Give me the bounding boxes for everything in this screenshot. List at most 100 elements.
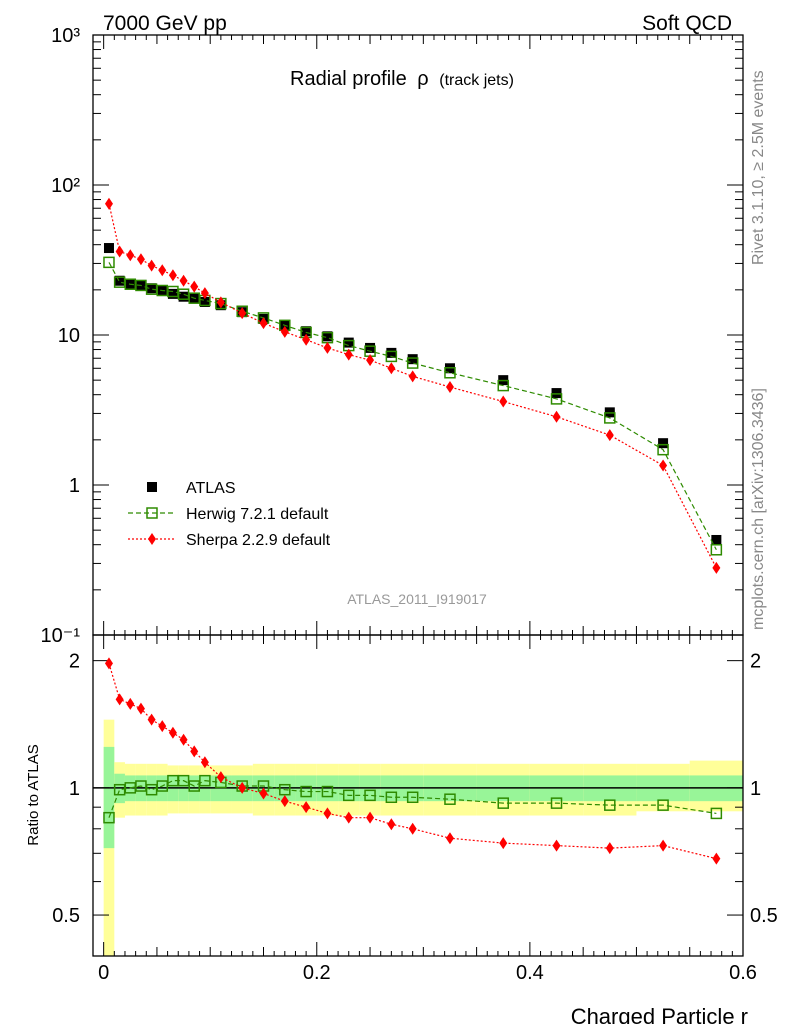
main-sherpa-point	[259, 317, 268, 330]
ratio-y-tick-label-right: 0.5	[750, 905, 778, 927]
ratio-y-tick-label-right: 2	[750, 651, 761, 673]
ratio-inner-band	[103, 746, 115, 849]
header-category-label: Soft QCD	[642, 12, 732, 35]
legend-atlas-label: ATLAS	[186, 480, 236, 497]
main-sherpa-point	[323, 341, 332, 354]
ratio-sherpa-point	[136, 702, 145, 715]
ratio-sherpa-line	[108, 663, 717, 860]
x-axis-label: Charged Particle r	[571, 1004, 748, 1024]
main-herwig-point	[710, 544, 723, 556]
legend-herwig-label: Herwig 7.2.1 default	[186, 506, 329, 523]
main-herwig-point	[385, 350, 398, 363]
side-mcplots-label: mcplots.cern.ch [arXiv:1306.3436]	[750, 388, 767, 630]
main-atlas-point	[343, 337, 354, 348]
ratio-sherpa-point	[259, 787, 268, 800]
ratio-sherpa-point	[408, 822, 417, 835]
main-sherpa-point	[104, 197, 113, 210]
main-atlas-point	[301, 326, 312, 337]
main-series-layer	[103, 197, 723, 574]
ratio-sherpa-point	[179, 733, 188, 746]
legend-herwig-marker	[146, 507, 158, 519]
main-atlas-point	[167, 288, 178, 299]
ratio-herwig-point	[364, 789, 376, 802]
main-atlas-point	[711, 534, 722, 545]
main-herwig-line	[108, 262, 717, 551]
legend-sherpa-marker	[148, 533, 156, 545]
ratio-sherpa-point	[499, 837, 508, 850]
ratio-herwig-point	[342, 789, 355, 802]
main-sherpa-point	[136, 253, 145, 266]
main-sherpa-point	[659, 459, 668, 472]
x-tick-label: 0.4	[516, 962, 544, 984]
ratio-herwig-point	[103, 811, 115, 824]
ratio-herwig-point	[406, 791, 419, 804]
main-sherpa-point	[168, 269, 177, 282]
ratio-sherpa-point	[147, 713, 156, 726]
ratio-sherpa-point	[238, 781, 247, 794]
main-sherpa-point	[190, 280, 199, 293]
title-rho-symbol: ρ	[417, 68, 428, 90]
ratio-sherpa-point	[344, 811, 353, 824]
ratio-sherpa-point	[126, 697, 135, 710]
ratio-sherpa-point	[168, 726, 177, 739]
main-atlas-point	[386, 347, 397, 358]
main-atlas-point	[146, 283, 157, 294]
ratio-herwig-line	[108, 780, 717, 818]
ratio-series-layer	[103, 657, 723, 865]
ratio-sherpa-point	[190, 745, 199, 758]
main-sherpa-point	[408, 370, 417, 383]
ratio-band-layer	[103, 719, 743, 956]
ratio-y-tick-label-left: 2	[69, 651, 80, 673]
ratio-herwig-point	[550, 797, 563, 809]
ratio-sherpa-point	[659, 839, 668, 852]
ratio-sherpa-point	[552, 839, 561, 852]
main-herwig-point	[604, 412, 616, 424]
ratio-sherpa-point	[280, 795, 289, 808]
ratio-y-axis-label: Ratio to ATLAS	[25, 744, 42, 845]
main-panel: 10⁻¹ 1 10 10² 10³	[41, 25, 744, 647]
title-suffix-text: (track jets)	[439, 72, 514, 89]
ratio-sherpa-point	[104, 657, 113, 670]
legend: ATLAS Herwig 7.2.1 default Sherpa 2.2.9 de…	[128, 480, 331, 549]
x-tick-label: 0.6	[729, 962, 757, 984]
main-sherpa-point	[126, 249, 135, 262]
legend-sherpa-label: Sherpa 2.2.9 default	[186, 532, 331, 549]
main-y-tick-label: 10	[58, 325, 80, 347]
ratio-sherpa-point	[115, 693, 124, 706]
main-herwig-point	[103, 256, 115, 269]
main-atlas-point	[103, 243, 114, 254]
main-sherpa-point	[280, 325, 289, 338]
ratio-sherpa-point	[200, 756, 209, 769]
main-sherpa-point	[115, 245, 124, 258]
ratio-y-tick-label-right: 1	[750, 778, 761, 800]
main-atlas-point	[322, 331, 333, 342]
ratio-herwig-point	[300, 785, 312, 798]
ratio-herwig-point	[497, 797, 509, 809]
main-herwig-point	[550, 393, 563, 405]
ratio-herwig-point	[710, 807, 723, 820]
main-y-tick-label: 10⁻¹	[41, 625, 81, 647]
main-sherpa-line	[108, 203, 717, 569]
main-atlas-point	[658, 438, 669, 449]
main-watermark: ATLAS_2011_I919017	[347, 591, 487, 607]
main-y-tick-label: 10³	[51, 25, 80, 47]
main-y-tick-label: 1	[69, 475, 80, 497]
main-atlas-point	[199, 296, 210, 307]
main-tick-labels: 10⁻¹ 1 10 10² 10³	[41, 25, 81, 647]
main-atlas-point	[178, 291, 189, 302]
main-sherpa-point	[366, 354, 375, 367]
main-sherpa-point	[387, 362, 396, 375]
ratio-y-tick-label-left: 1	[69, 778, 80, 800]
x-tick-label: 0	[98, 962, 109, 984]
ratio-panel: 0.5 0.5 1 1 2 2 0 0.2 0.4 0.6	[52, 634, 778, 984]
main-y-tick-label: 10²	[51, 175, 80, 197]
main-herwig-point	[497, 379, 509, 392]
main-herwig-point	[406, 357, 419, 369]
header-energy-label: 7000 GeV pp	[103, 12, 227, 35]
ratio-herwig-point	[385, 791, 398, 804]
main-herwig-point	[444, 367, 456, 379]
main-sherpa-point	[445, 381, 454, 394]
side-rivet-label: Rivet 3.1.10, ≥ 2.5M events	[750, 70, 767, 265]
main-sherpa-point	[302, 333, 311, 346]
main-atlas-point	[114, 275, 125, 286]
